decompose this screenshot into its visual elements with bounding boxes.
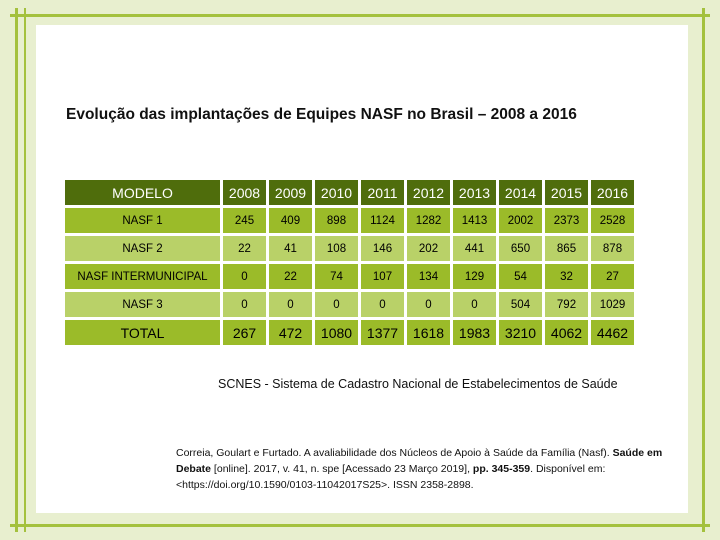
header-cell-year: 2012 bbox=[407, 180, 450, 205]
table-cell: 650 bbox=[499, 236, 542, 261]
frame-line-left-inner bbox=[24, 8, 26, 532]
row-label: TOTAL bbox=[65, 320, 220, 345]
source-note: SCNES - Sistema de Cadastro Nacional de … bbox=[218, 377, 618, 391]
header-cell-year: 2008 bbox=[223, 180, 266, 205]
header-cell-year: 2016 bbox=[591, 180, 634, 205]
citation: Correia, Goulart e Furtado. A avaliabili… bbox=[176, 445, 686, 493]
header-cell-year: 2014 bbox=[499, 180, 542, 205]
header-cell-modelo: MODELO bbox=[65, 180, 220, 205]
table-cell: 2528 bbox=[591, 208, 634, 233]
citation-part3: . Disponível em: <https://doi.org/10.159… bbox=[176, 463, 606, 491]
slide-title: Evolução das implantações de Equipes NAS… bbox=[66, 106, 577, 123]
table-cell: 0 bbox=[223, 292, 266, 317]
table-cell: 107 bbox=[361, 264, 404, 289]
table-cell: 1377 bbox=[361, 320, 404, 345]
table-cell: 1413 bbox=[453, 208, 496, 233]
table-cell: 202 bbox=[407, 236, 450, 261]
table-cell: 129 bbox=[453, 264, 496, 289]
table-cell: 0 bbox=[361, 292, 404, 317]
row-label: NASF 2 bbox=[65, 236, 220, 261]
row-label: NASF 3 bbox=[65, 292, 220, 317]
table-cell: 2373 bbox=[545, 208, 588, 233]
citation-part1: Correia, Goulart e Furtado. A avaliabili… bbox=[176, 447, 610, 459]
table-cell: 2002 bbox=[499, 208, 542, 233]
table-cell: 32 bbox=[545, 264, 588, 289]
citation-pages: pp. 345-359 bbox=[472, 463, 531, 475]
header-cell-year: 2011 bbox=[361, 180, 404, 205]
table-cell: 472 bbox=[269, 320, 312, 345]
table-row: TOTAL 267 472 1080 1377 1618 1983 3210 4062 4462 bbox=[65, 320, 634, 345]
citation-part2: [online]. 2017, v. 41, n. spe [Acessado … bbox=[211, 463, 473, 475]
table-header-row: MODELO 2008 2009 2010 2011 2012 2013 2014 2015 20… bbox=[65, 180, 634, 205]
table-cell: 0 bbox=[269, 292, 312, 317]
table-cell: 41 bbox=[269, 236, 312, 261]
table-cell: 4462 bbox=[591, 320, 634, 345]
table-cell: 0 bbox=[315, 292, 358, 317]
frame-line-top bbox=[10, 14, 710, 17]
header-cell-year: 2009 bbox=[269, 180, 312, 205]
table-row: NASF 3 0 0 0 0 0 0 504 792 1029 bbox=[65, 292, 634, 317]
citation-journal: Saúde em Debate bbox=[176, 447, 663, 475]
table-cell: 1618 bbox=[407, 320, 450, 345]
table-cell: 267 bbox=[223, 320, 266, 345]
table-cell: 898 bbox=[315, 208, 358, 233]
table-cell: 1124 bbox=[361, 208, 404, 233]
table-cell: 146 bbox=[361, 236, 404, 261]
header-cell-year: 2010 bbox=[315, 180, 358, 205]
table-row: NASF 1 245 409 898 1124 1282 1413 2002 2373 2528 bbox=[65, 208, 634, 233]
table-cell: 108 bbox=[315, 236, 358, 261]
table-cell: 54 bbox=[499, 264, 542, 289]
table-cell: 27 bbox=[591, 264, 634, 289]
table-cell: 74 bbox=[315, 264, 358, 289]
table-cell: 4062 bbox=[545, 320, 588, 345]
table-cell: 1983 bbox=[453, 320, 496, 345]
table-row: NASF INTERMUNICIPAL 0 22 74 107 134 129 54 32 27 bbox=[65, 264, 634, 289]
frame-line-left bbox=[15, 8, 18, 532]
header-cell-year: 2015 bbox=[545, 180, 588, 205]
table-cell: 1282 bbox=[407, 208, 450, 233]
nasf-table: MODELO 2008 2009 2010 2011 2012 2013 2014 2015 20… bbox=[62, 177, 637, 348]
frame-line-bottom bbox=[10, 524, 710, 527]
table-cell: 504 bbox=[499, 292, 542, 317]
table-cell: 409 bbox=[269, 208, 312, 233]
row-label: NASF 1 bbox=[65, 208, 220, 233]
table-cell: 441 bbox=[453, 236, 496, 261]
slide-content: Evolução das implantações de Equipes NAS… bbox=[36, 25, 688, 513]
row-label: NASF INTERMUNICIPAL bbox=[65, 264, 220, 289]
header-cell-year: 2013 bbox=[453, 180, 496, 205]
table-cell: 3210 bbox=[499, 320, 542, 345]
table-cell: 0 bbox=[407, 292, 450, 317]
frame-line-right bbox=[702, 8, 705, 532]
table-cell: 134 bbox=[407, 264, 450, 289]
table-cell: 0 bbox=[453, 292, 496, 317]
table-cell: 1029 bbox=[591, 292, 634, 317]
table-cell: 245 bbox=[223, 208, 266, 233]
table-row: NASF 2 22 41 108 146 202 441 650 865 878 bbox=[65, 236, 634, 261]
table-cell: 22 bbox=[269, 264, 312, 289]
table-cell: 1080 bbox=[315, 320, 358, 345]
table-cell: 22 bbox=[223, 236, 266, 261]
table-cell: 792 bbox=[545, 292, 588, 317]
table-cell: 0 bbox=[223, 264, 266, 289]
table-cell: 865 bbox=[545, 236, 588, 261]
table-cell: 878 bbox=[591, 236, 634, 261]
